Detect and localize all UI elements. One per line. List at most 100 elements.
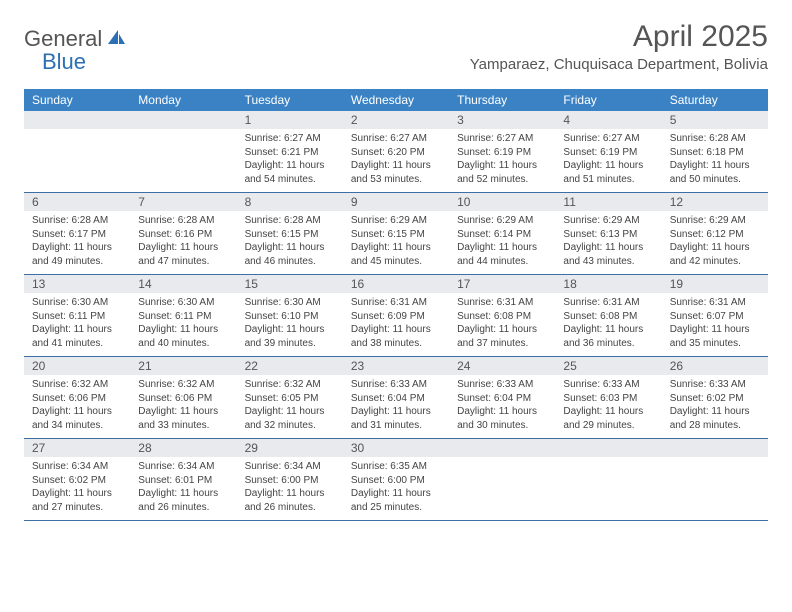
dow-monday: Monday [130, 89, 236, 111]
sunset-text: Sunset: 6:19 PM [457, 146, 547, 160]
day-content: Sunrise: 6:33 AMSunset: 6:04 PMDaylight:… [343, 375, 449, 438]
sunrise-text: Sunrise: 6:27 AM [245, 132, 335, 146]
calendar-day-cell: 26Sunrise: 6:33 AMSunset: 6:02 PMDayligh… [662, 357, 768, 439]
sunset-text: Sunset: 6:15 PM [245, 228, 335, 242]
day-number: 29 [237, 439, 343, 457]
daylight-text: Daylight: 11 hours and 40 minutes. [138, 323, 228, 350]
calendar-week-row: 27Sunrise: 6:34 AMSunset: 6:02 PMDayligh… [24, 439, 768, 521]
sunset-text: Sunset: 6:19 PM [563, 146, 653, 160]
day-number: 27 [24, 439, 130, 457]
day-number: 7 [130, 193, 236, 211]
calendar-day-cell [130, 111, 236, 193]
sunrise-text: Sunrise: 6:33 AM [563, 378, 653, 392]
day-content: Sunrise: 6:32 AMSunset: 6:05 PMDaylight:… [237, 375, 343, 438]
sunrise-text: Sunrise: 6:29 AM [457, 214, 547, 228]
page-title: April 2025 [470, 20, 768, 54]
sunrise-text: Sunrise: 6:30 AM [32, 296, 122, 310]
calendar-day-cell: 25Sunrise: 6:33 AMSunset: 6:03 PMDayligh… [555, 357, 661, 439]
day-number: 4 [555, 111, 661, 129]
sunset-text: Sunset: 6:04 PM [457, 392, 547, 406]
dow-wednesday: Wednesday [343, 89, 449, 111]
sunset-text: Sunset: 6:00 PM [351, 474, 441, 488]
sunrise-text: Sunrise: 6:32 AM [32, 378, 122, 392]
daylight-text: Daylight: 11 hours and 31 minutes. [351, 405, 441, 432]
calendar-day-cell: 21Sunrise: 6:32 AMSunset: 6:06 PMDayligh… [130, 357, 236, 439]
day-number: 11 [555, 193, 661, 211]
day-content [555, 457, 661, 515]
daylight-text: Daylight: 11 hours and 30 minutes. [457, 405, 547, 432]
sunrise-text: Sunrise: 6:29 AM [670, 214, 760, 228]
day-content: Sunrise: 6:32 AMSunset: 6:06 PMDaylight:… [130, 375, 236, 438]
day-number [555, 439, 661, 457]
sunset-text: Sunset: 6:12 PM [670, 228, 760, 242]
day-content: Sunrise: 6:27 AMSunset: 6:21 PMDaylight:… [237, 129, 343, 192]
daylight-text: Daylight: 11 hours and 28 minutes. [670, 405, 760, 432]
sunrise-text: Sunrise: 6:32 AM [138, 378, 228, 392]
day-content: Sunrise: 6:31 AMSunset: 6:09 PMDaylight:… [343, 293, 449, 356]
calendar-day-cell: 15Sunrise: 6:30 AMSunset: 6:10 PMDayligh… [237, 275, 343, 357]
sunset-text: Sunset: 6:14 PM [457, 228, 547, 242]
daylight-text: Daylight: 11 hours and 39 minutes. [245, 323, 335, 350]
day-content: Sunrise: 6:31 AMSunset: 6:08 PMDaylight:… [449, 293, 555, 356]
day-number: 5 [662, 111, 768, 129]
calendar-table: Sunday Monday Tuesday Wednesday Thursday… [24, 89, 768, 521]
calendar-body: 1Sunrise: 6:27 AMSunset: 6:21 PMDaylight… [24, 111, 768, 521]
calendar-day-cell: 19Sunrise: 6:31 AMSunset: 6:07 PMDayligh… [662, 275, 768, 357]
sunset-text: Sunset: 6:06 PM [32, 392, 122, 406]
sunset-text: Sunset: 6:11 PM [32, 310, 122, 324]
sunset-text: Sunset: 6:10 PM [245, 310, 335, 324]
daylight-text: Daylight: 11 hours and 38 minutes. [351, 323, 441, 350]
daylight-text: Daylight: 11 hours and 42 minutes. [670, 241, 760, 268]
day-number: 23 [343, 357, 449, 375]
calendar-day-cell: 18Sunrise: 6:31 AMSunset: 6:08 PMDayligh… [555, 275, 661, 357]
calendar-day-cell: 6Sunrise: 6:28 AMSunset: 6:17 PMDaylight… [24, 193, 130, 275]
sunset-text: Sunset: 6:06 PM [138, 392, 228, 406]
sunset-text: Sunset: 6:17 PM [32, 228, 122, 242]
day-number: 13 [24, 275, 130, 293]
day-number: 8 [237, 193, 343, 211]
sunset-text: Sunset: 6:13 PM [563, 228, 653, 242]
day-number: 19 [662, 275, 768, 293]
day-content: Sunrise: 6:35 AMSunset: 6:00 PMDaylight:… [343, 457, 449, 520]
brand-sail-icon [106, 28, 126, 51]
day-content: Sunrise: 6:34 AMSunset: 6:02 PMDaylight:… [24, 457, 130, 520]
daylight-text: Daylight: 11 hours and 25 minutes. [351, 487, 441, 514]
day-number [662, 439, 768, 457]
day-number [449, 439, 555, 457]
sunrise-text: Sunrise: 6:28 AM [32, 214, 122, 228]
sunset-text: Sunset: 6:08 PM [457, 310, 547, 324]
sunrise-text: Sunrise: 6:29 AM [563, 214, 653, 228]
day-number: 18 [555, 275, 661, 293]
day-content: Sunrise: 6:29 AMSunset: 6:14 PMDaylight:… [449, 211, 555, 274]
sunrise-text: Sunrise: 6:35 AM [351, 460, 441, 474]
calendar-day-cell: 5Sunrise: 6:28 AMSunset: 6:18 PMDaylight… [662, 111, 768, 193]
daylight-text: Daylight: 11 hours and 47 minutes. [138, 241, 228, 268]
sunrise-text: Sunrise: 6:34 AM [32, 460, 122, 474]
sunrise-text: Sunrise: 6:34 AM [245, 460, 335, 474]
sunrise-text: Sunrise: 6:29 AM [351, 214, 441, 228]
daylight-text: Daylight: 11 hours and 52 minutes. [457, 159, 547, 186]
calendar-day-cell: 14Sunrise: 6:30 AMSunset: 6:11 PMDayligh… [130, 275, 236, 357]
sunrise-text: Sunrise: 6:33 AM [457, 378, 547, 392]
calendar-day-cell [24, 111, 130, 193]
sunrise-text: Sunrise: 6:31 AM [563, 296, 653, 310]
calendar-day-cell: 8Sunrise: 6:28 AMSunset: 6:15 PMDaylight… [237, 193, 343, 275]
daylight-text: Daylight: 11 hours and 26 minutes. [138, 487, 228, 514]
daylight-text: Daylight: 11 hours and 37 minutes. [457, 323, 547, 350]
day-content: Sunrise: 6:31 AMSunset: 6:08 PMDaylight:… [555, 293, 661, 356]
day-content: Sunrise: 6:32 AMSunset: 6:06 PMDaylight:… [24, 375, 130, 438]
calendar-day-cell: 17Sunrise: 6:31 AMSunset: 6:08 PMDayligh… [449, 275, 555, 357]
sunrise-text: Sunrise: 6:27 AM [563, 132, 653, 146]
daylight-text: Daylight: 11 hours and 33 minutes. [138, 405, 228, 432]
day-content: Sunrise: 6:30 AMSunset: 6:11 PMDaylight:… [130, 293, 236, 356]
sunrise-text: Sunrise: 6:28 AM [138, 214, 228, 228]
day-content [662, 457, 768, 515]
sunset-text: Sunset: 6:07 PM [670, 310, 760, 324]
daylight-text: Daylight: 11 hours and 41 minutes. [32, 323, 122, 350]
daylight-text: Daylight: 11 hours and 53 minutes. [351, 159, 441, 186]
day-number: 30 [343, 439, 449, 457]
calendar-day-cell [662, 439, 768, 521]
day-content: Sunrise: 6:28 AMSunset: 6:18 PMDaylight:… [662, 129, 768, 192]
calendar-day-cell: 1Sunrise: 6:27 AMSunset: 6:21 PMDaylight… [237, 111, 343, 193]
calendar-week-row: 13Sunrise: 6:30 AMSunset: 6:11 PMDayligh… [24, 275, 768, 357]
